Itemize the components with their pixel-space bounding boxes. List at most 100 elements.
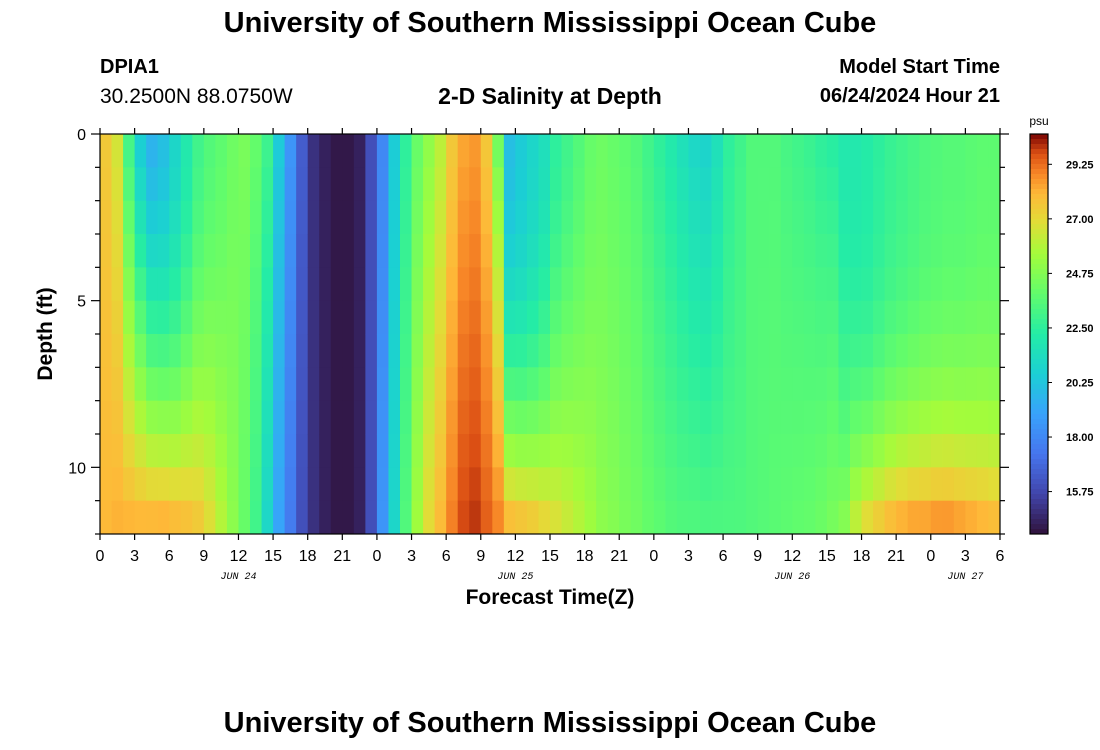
- x-tick-label: 9: [753, 548, 762, 565]
- heatmap-cell: [607, 134, 620, 168]
- heatmap-cell: [861, 334, 874, 368]
- heatmap-cell: [215, 500, 228, 535]
- heatmap-cell: [330, 400, 343, 435]
- heatmap-cell: [792, 200, 805, 235]
- heatmap-cell: [757, 234, 770, 268]
- heatmap-cell: [250, 234, 262, 268]
- heatmap-cell: [238, 234, 251, 268]
- heatmap-cell: [850, 167, 862, 202]
- heatmap-cell: [203, 400, 216, 435]
- heatmap-cell: [942, 267, 955, 302]
- heatmap-cell: [284, 434, 297, 468]
- heatmap-cell: [838, 234, 851, 268]
- heatmap-cell: [965, 167, 978, 202]
- heatmap-cell: [988, 234, 1001, 268]
- heatmap-cell: [192, 200, 205, 235]
- heatmap-cell: [700, 234, 712, 268]
- heatmap-cell: [261, 500, 274, 535]
- heatmap-cell: [423, 134, 436, 168]
- heatmap-cell: [238, 267, 251, 302]
- heatmap-cell: [238, 467, 251, 502]
- heatmap-cell: [446, 434, 459, 468]
- heatmap-cell: [400, 134, 412, 168]
- heatmap-cell: [376, 300, 389, 335]
- heatmap-cell: [434, 234, 447, 268]
- heatmap-cell: [607, 334, 620, 368]
- heatmap-cell: [573, 334, 586, 368]
- heatmap-cell: [596, 134, 609, 168]
- heatmap-cell: [226, 434, 239, 468]
- heatmap-cell: [538, 267, 551, 302]
- heatmap-cell: [503, 167, 516, 202]
- heatmap-cell: [619, 267, 632, 302]
- heatmap-cell: [330, 434, 343, 468]
- colorbar-segment: [1030, 284, 1048, 290]
- heatmap-cell: [261, 267, 274, 302]
- heatmap-cell: [550, 334, 562, 368]
- heatmap-cell: [376, 500, 389, 535]
- heatmap-cell: [642, 167, 655, 202]
- heatmap-cell: [307, 500, 320, 535]
- heatmap-cell: [238, 334, 251, 368]
- heatmap-cell: [896, 434, 909, 468]
- colorbar-segment: [1030, 204, 1048, 210]
- heatmap-cell: [273, 367, 286, 402]
- heatmap-cell: [296, 267, 309, 302]
- heatmap-cell: [826, 334, 839, 368]
- heatmap-cell: [942, 167, 955, 202]
- heatmap-cell: [769, 200, 782, 235]
- colorbar-segment: [1030, 249, 1048, 255]
- heatmap-cell: [826, 300, 839, 335]
- heatmap-cell: [873, 234, 886, 268]
- heatmap-cell: [619, 500, 632, 535]
- heatmap-cell: [400, 300, 412, 335]
- heatmap-cell: [584, 334, 597, 368]
- heatmap-cell: [400, 467, 412, 502]
- heatmap-cell: [134, 167, 147, 202]
- heatmap-cell: [711, 267, 724, 302]
- heatmap-cell: [446, 134, 459, 168]
- heatmap-cell: [930, 134, 943, 168]
- heatmap-cell: [226, 234, 239, 268]
- heatmap-cell: [330, 167, 343, 202]
- heatmap-cell: [838, 200, 851, 235]
- heatmap-cell: [700, 400, 712, 435]
- heatmap-cell: [942, 134, 955, 168]
- heatmap-cell: [584, 400, 597, 435]
- heatmap-cell: [146, 500, 159, 535]
- heatmap-cell: [134, 134, 147, 168]
- y-tick-label: 0: [77, 127, 86, 144]
- heatmap-cell: [111, 134, 124, 168]
- heatmap-cell: [376, 267, 389, 302]
- heatmap-cell: [746, 467, 759, 502]
- heatmap-cell: [861, 200, 874, 235]
- heatmap-cell: [884, 400, 897, 435]
- heatmap-cell: [480, 467, 493, 502]
- heatmap-cell: [769, 167, 782, 202]
- heatmap-cell: [734, 500, 747, 535]
- colorbar-segment: [1030, 394, 1048, 400]
- heatmap-cell: [492, 300, 505, 335]
- heatmap-cell: [850, 300, 862, 335]
- heatmap-cell: [711, 200, 724, 235]
- heatmap-cell: [850, 234, 862, 268]
- heatmap-cell: [100, 167, 112, 202]
- heatmap-cell: [976, 467, 989, 502]
- heatmap-cell: [561, 367, 574, 402]
- heatmap-cell: [157, 234, 170, 268]
- colorbar-segment: [1030, 444, 1048, 450]
- heatmap-cell: [746, 367, 759, 402]
- heatmap-cell: [596, 334, 609, 368]
- heatmap-cell: [446, 500, 459, 535]
- station-coordinates: 30.2500N 88.0750W: [100, 85, 293, 108]
- heatmap-cell: [803, 200, 816, 235]
- heatmap-cell: [469, 167, 482, 202]
- heatmap-cell: [284, 334, 297, 368]
- x-tick-label: 0: [96, 548, 105, 565]
- heatmap-cell: [250, 500, 262, 535]
- model-start-value: 06/24/2024 Hour 21: [819, 85, 1000, 107]
- heatmap-cell: [100, 134, 112, 168]
- heatmap-cell: [169, 467, 182, 502]
- heatmap-cell: [180, 200, 193, 235]
- heatmap-cell: [792, 134, 805, 168]
